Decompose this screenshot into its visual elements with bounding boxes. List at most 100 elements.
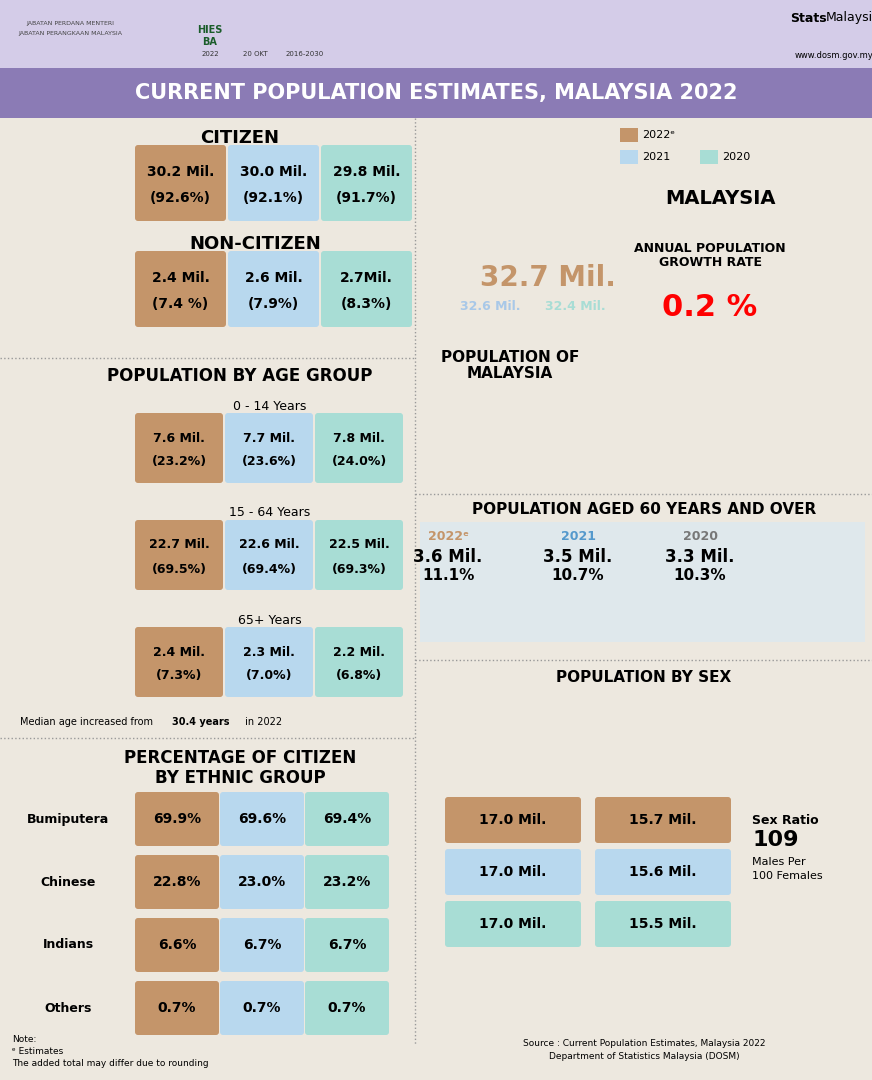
Text: (7.9%): (7.9%) [248,297,299,311]
FancyBboxPatch shape [315,627,403,697]
Text: BY ETHNIC GROUP: BY ETHNIC GROUP [154,769,325,787]
FancyBboxPatch shape [595,901,731,947]
FancyBboxPatch shape [225,519,313,590]
Text: 2.4 Mil.: 2.4 Mil. [153,646,205,659]
FancyBboxPatch shape [135,413,223,483]
Text: CURRENT POPULATION ESTIMATES, MALAYSIA 2022: CURRENT POPULATION ESTIMATES, MALAYSIA 2… [135,83,737,103]
Text: 2.4 Mil.: 2.4 Mil. [152,271,209,285]
Text: 32.7 Mil.: 32.7 Mil. [480,264,616,292]
Text: 30.2 Mil.: 30.2 Mil. [146,165,215,179]
Text: ANNUAL POPULATION: ANNUAL POPULATION [634,242,786,255]
Text: 0.7%: 0.7% [328,1001,366,1015]
FancyBboxPatch shape [228,145,319,221]
Text: 0 - 14 Years: 0 - 14 Years [234,400,307,413]
Text: Note:: Note: [12,1036,37,1044]
Text: www.dosm.gov.my: www.dosm.gov.my [795,51,872,59]
Text: 2.3 Mil.: 2.3 Mil. [243,646,295,659]
Text: 15 - 64 Years: 15 - 64 Years [229,507,310,519]
Text: 109: 109 [752,831,799,850]
Text: 11.1%: 11.1% [422,568,474,583]
Text: 23.0%: 23.0% [238,875,286,889]
Text: 15.5 Mil.: 15.5 Mil. [630,917,697,931]
Text: 15.7 Mil.: 15.7 Mil. [630,813,697,827]
Text: 17.0 Mil.: 17.0 Mil. [480,865,547,879]
Bar [420,522,865,642]
FancyBboxPatch shape [445,901,581,947]
Text: (91.7%): (91.7%) [336,191,397,205]
Text: 0.7%: 0.7% [158,1001,196,1015]
Text: (8.3%): (8.3%) [341,297,392,311]
Text: 69.4%: 69.4% [323,812,371,826]
FancyBboxPatch shape [220,855,304,909]
Text: HIES: HIES [197,25,222,35]
Text: 17.0 Mil.: 17.0 Mil. [480,917,547,931]
Text: 2.6 Mil.: 2.6 Mil. [245,271,303,285]
Text: (92.6%): (92.6%) [150,191,211,205]
Text: (69.5%): (69.5%) [152,563,207,576]
Text: (7.0%): (7.0%) [246,670,292,683]
Text: in 2022: in 2022 [242,717,283,727]
FancyBboxPatch shape [445,849,581,895]
FancyBboxPatch shape [228,251,319,327]
FancyBboxPatch shape [321,251,412,327]
Text: (92.1%): (92.1%) [243,191,304,205]
FancyBboxPatch shape [225,627,313,697]
Text: Sex Ratio: Sex Ratio [752,813,819,826]
Text: (7.3%): (7.3%) [156,670,202,683]
Text: Stats: Stats [790,12,827,25]
Text: 6.7%: 6.7% [328,939,366,951]
FancyBboxPatch shape [135,251,226,327]
FancyBboxPatch shape [305,918,389,972]
Text: Median age increased from: Median age increased from [20,717,156,727]
FancyBboxPatch shape [595,849,731,895]
Bar [620,150,638,164]
Text: Indians: Indians [43,939,93,951]
Text: (69.3%): (69.3%) [331,563,386,576]
Bar [700,150,718,164]
Text: JABATAN PERANGKAAN MALAYSIA: JABATAN PERANGKAAN MALAYSIA [18,31,122,37]
Text: (23.6%): (23.6%) [242,456,296,469]
Text: 0.2 %: 0.2 % [663,294,758,323]
Bar [0,68,872,118]
FancyBboxPatch shape [135,792,219,846]
Text: 22.8%: 22.8% [153,875,201,889]
Text: 2022ᵉ: 2022ᵉ [427,529,468,542]
FancyBboxPatch shape [305,981,389,1035]
FancyBboxPatch shape [315,413,403,483]
Text: The added total may differ due to rounding: The added total may differ due to roundi… [12,1058,208,1067]
FancyBboxPatch shape [445,797,581,843]
Text: 22.5 Mil.: 22.5 Mil. [329,539,390,552]
Text: 6.6%: 6.6% [158,939,196,951]
Text: 2022: 2022 [201,51,219,57]
Text: NON-CITIZEN: NON-CITIZEN [189,235,321,253]
Text: 2020: 2020 [683,529,718,542]
Text: (24.0%): (24.0%) [331,456,386,469]
Text: 30.4 years: 30.4 years [172,717,229,727]
Text: 0.7%: 0.7% [242,1001,282,1015]
Text: 30.0 Mil.: 30.0 Mil. [240,165,307,179]
Text: BA: BA [202,37,217,48]
Text: 3.5 Mil.: 3.5 Mil. [543,548,613,566]
Text: 32.4 Mil.: 32.4 Mil. [545,299,606,312]
FancyBboxPatch shape [135,981,219,1035]
Text: POPULATION BY SEX: POPULATION BY SEX [556,671,732,686]
Text: (6.8%): (6.8%) [336,670,382,683]
Text: Malaysia: Malaysia [826,12,872,25]
Text: 7.7 Mil.: 7.7 Mil. [243,432,295,445]
Text: 2021: 2021 [561,529,596,542]
Text: 7.8 Mil.: 7.8 Mil. [333,432,385,445]
Text: 22.6 Mil.: 22.6 Mil. [239,539,299,552]
Text: (69.4%): (69.4%) [242,563,296,576]
FancyBboxPatch shape [220,918,304,972]
Text: 2.2 Mil.: 2.2 Mil. [333,646,385,659]
Text: Others: Others [44,1001,92,1014]
Text: 32.6 Mil.: 32.6 Mil. [460,299,521,312]
Text: 29.8 Mil.: 29.8 Mil. [333,165,400,179]
Text: 2022ᵉ: 2022ᵉ [642,130,675,140]
Text: 6.7%: 6.7% [242,939,282,951]
Text: 23.2%: 23.2% [323,875,371,889]
Text: GROWTH RATE: GROWTH RATE [658,256,761,270]
Text: ᵉ Estimates: ᵉ Estimates [12,1048,64,1056]
FancyBboxPatch shape [220,792,304,846]
Text: 20 OKT: 20 OKT [242,51,268,57]
